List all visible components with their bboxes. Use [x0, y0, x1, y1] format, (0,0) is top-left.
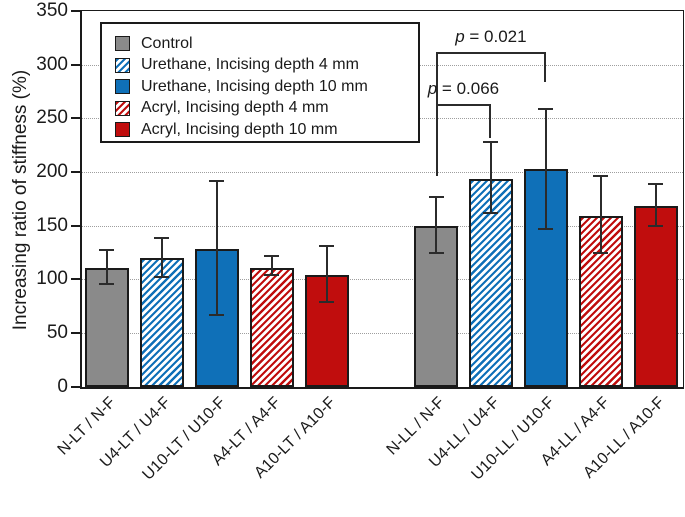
y-tick	[71, 170, 81, 173]
error-bar-cap	[319, 244, 334, 247]
legend-label: Acryl, Incising depth 4 mm	[141, 99, 329, 116]
error-bar-cap	[648, 224, 664, 227]
significance-bracket	[436, 51, 546, 54]
bar-A4-LT	[249, 267, 294, 387]
error-bar-cap	[264, 273, 279, 276]
error-bar-cap	[209, 179, 224, 182]
significance-bracket-right-leg	[489, 104, 491, 138]
plot-area: 0 50 100 150 200 250 300 350 p = 0.021 p = 0.066 C…	[36, 0, 684, 397]
error-bar-cap	[593, 252, 609, 255]
error-bar-cap	[154, 276, 169, 279]
bar-N-LT	[84, 267, 129, 387]
error-bar	[544, 108, 547, 229]
y-tick	[71, 224, 81, 227]
error-bar-cap	[319, 300, 334, 303]
error-bar-cap	[483, 211, 499, 214]
legend: Control Urethane, Incising depth 4 mm Uret…	[100, 22, 420, 143]
y-tick-label: 250	[36, 107, 68, 129]
legend-label: Acryl, Incising depth 10 mm	[141, 120, 338, 138]
legend-swatch-hatched	[115, 57, 130, 73]
legend-label: Urethane, Incising depth 4 mm	[141, 56, 359, 73]
legend-label: Control	[141, 34, 193, 52]
error-bar	[325, 245, 328, 302]
y-tick	[71, 331, 81, 334]
gridline	[82, 279, 683, 281]
error-bar-cap	[483, 140, 499, 143]
error-bar-cap	[648, 182, 664, 185]
y-tick-label: 150	[36, 214, 68, 236]
legend-swatch-hatched	[115, 100, 130, 116]
legend-label: Urethane, Incising depth 10 mm	[141, 77, 368, 95]
error-bar	[435, 196, 437, 254]
error-bar	[654, 183, 657, 226]
legend-item: Acryl, Incising depth 10 mm	[115, 119, 418, 140]
y-tick-label: 50	[46, 321, 68, 343]
legend-swatch-solid	[115, 122, 130, 137]
y-tick-label: 0	[57, 375, 68, 397]
error-bar-cap	[428, 195, 444, 198]
gridline	[82, 332, 683, 334]
y-tick-label: 100	[36, 268, 68, 290]
y-tick	[71, 278, 81, 281]
error-bar	[215, 180, 218, 315]
error-bar	[599, 176, 602, 254]
error-bar	[105, 250, 108, 284]
error-bar-cap	[99, 282, 114, 285]
legend-swatch-solid	[115, 79, 130, 94]
y-tick	[71, 63, 81, 66]
gridline	[82, 171, 683, 173]
bar-U4-LT	[139, 258, 184, 387]
legend-item: Urethane, Incising depth 10 mm	[115, 76, 418, 97]
error-bar-cap	[154, 237, 169, 240]
legend-item: Urethane, Incising depth 4 mm	[115, 55, 418, 76]
y-tick-label: 200	[36, 160, 68, 182]
error-bar	[489, 141, 492, 213]
significance-bracket-right-leg	[544, 51, 546, 82]
y-tick	[71, 385, 81, 388]
error-bar-cap	[538, 107, 554, 110]
x-tick-label: A10-LT / A10-F	[250, 394, 339, 482]
significance-label: p = 0.021	[455, 26, 527, 46]
error-bar-cap	[99, 249, 114, 252]
legend-item: Acryl, Incising depth 4 mm	[115, 98, 418, 119]
significance-bracket	[436, 104, 491, 107]
y-tick	[71, 117, 81, 120]
bar-A10-LL	[633, 205, 678, 387]
significance-label: p = 0.066	[427, 79, 500, 99]
error-bar-cap	[593, 175, 609, 178]
x-tick-label: A10-LL / A10-F	[579, 394, 668, 482]
error-bar	[160, 238, 163, 278]
legend-item: Control	[115, 33, 418, 54]
error-bar-cap	[428, 252, 444, 255]
bar-U10-LT	[194, 248, 239, 387]
legend-swatch-solid	[115, 36, 130, 51]
error-bar-cap	[209, 313, 224, 316]
error-bar-cap	[264, 254, 279, 257]
error-bar-cap	[538, 227, 554, 230]
y-tick-label: 300	[36, 53, 68, 75]
y-tick	[71, 10, 81, 12]
significance-bracket-left-leg	[436, 104, 438, 177]
error-bar	[270, 255, 273, 275]
gridline	[82, 225, 683, 227]
y-tick-label: 350	[36, 0, 68, 21]
